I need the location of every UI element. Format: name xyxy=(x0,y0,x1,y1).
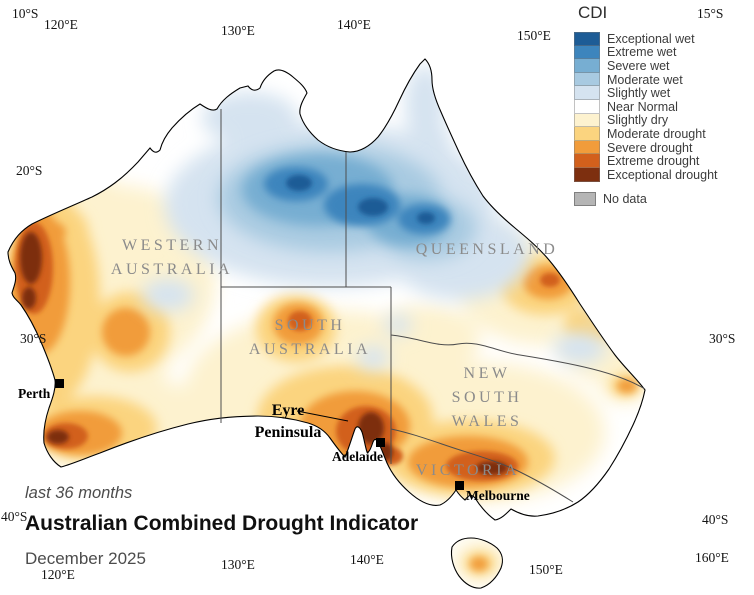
graticule-label-130e-bottom: 130°E xyxy=(221,557,255,572)
legend-item-exceptional-wet: Exceptional wet xyxy=(574,32,718,46)
legend-item-severe-drought: Severe drought xyxy=(574,141,718,155)
graticule-label-160e-right: 160°E xyxy=(695,550,729,565)
legend-item-slightly-dry: Slightly dry xyxy=(574,113,718,128)
figure-title: Australian Combined Drought Indicator xyxy=(25,512,419,535)
slightly-dry-swatch xyxy=(574,113,600,128)
graticule-label-10s-left: 10°S xyxy=(12,6,39,21)
perth-marker xyxy=(55,379,64,388)
extreme-wet-swatch xyxy=(574,45,600,60)
adelaide-marker xyxy=(376,438,385,447)
extreme-drought-swatch xyxy=(574,154,600,168)
legend-item-extreme-wet: Extreme wet xyxy=(574,45,718,60)
legend-item-slightly-wet: Slightly wet xyxy=(574,86,718,100)
eyre-peninsula-annotation: Eyre Peninsula xyxy=(254,402,322,442)
legend-item-exceptional-drought: Exceptional drought xyxy=(574,168,718,182)
legend-title: CDI xyxy=(578,3,608,22)
exceptional-wet-swatch xyxy=(574,32,600,46)
no-data-swatch xyxy=(574,191,596,206)
figure-date: December 2025 xyxy=(25,549,146,568)
graticule-label-15s-right: 15°S xyxy=(697,6,724,21)
graticule-label-20s-left: 20°S xyxy=(16,163,43,178)
graticule-label-120e-bottom: 120°E xyxy=(41,567,75,582)
graticule-label-140e-bottom: 140°E xyxy=(350,552,384,567)
exceptional-wet-regions xyxy=(286,175,435,224)
melbourne-marker xyxy=(455,481,464,490)
graticule-label-40s-right: 40°S xyxy=(702,512,729,527)
city-label-adelaide: Adelaide xyxy=(332,449,384,464)
legend-item-near-normal: Near Normal xyxy=(574,100,718,114)
moderate-wet-swatch xyxy=(574,72,600,87)
graticule-label-130e-top: 130°E xyxy=(221,23,255,38)
graticule-label-30s-right: 30°S xyxy=(709,331,736,346)
graticule-label-140e-top: 140°E xyxy=(337,17,371,32)
figure-period-subtitle: last 36 months xyxy=(25,484,133,502)
graticule-label-120e-top: 120°E xyxy=(44,17,78,32)
exceptional-drought-swatch xyxy=(574,167,600,182)
graticule-label-30s-left: 30°S xyxy=(20,331,47,346)
legend: CDI Exceptional wet Extreme wet Severe w… xyxy=(574,3,718,206)
graticule-label-40s-left: 40°S xyxy=(1,509,28,524)
state-label-south-australia: SOUTH AUSTRALIA xyxy=(248,317,372,358)
slightly-wet-swatch xyxy=(574,86,600,100)
state-label-queensland: QUEENSLAND xyxy=(415,241,559,258)
legend-item-extreme-drought: Extreme drought xyxy=(574,154,718,168)
legend-item-no-data: No data xyxy=(574,191,718,206)
legend-item-severe-wet: Severe wet xyxy=(574,59,718,73)
severe-drought-swatch xyxy=(574,140,600,155)
legend-item-moderate-drought: Moderate drought xyxy=(574,127,718,141)
state-label-western-australia: WESTERN AUSTRALIA xyxy=(110,237,234,278)
graticule-label-150e-top: 150°E xyxy=(517,28,551,43)
legend-item-moderate-wet: Moderate wet xyxy=(574,73,718,87)
state-label-new-south-wales: NEW SOUTH WALES xyxy=(451,365,523,430)
city-label-melbourne: Melbourne xyxy=(466,488,530,503)
state-borders xyxy=(220,109,646,503)
exceptional-drought-regions xyxy=(20,232,508,475)
state-label-victoria: VICTORIA xyxy=(415,462,521,479)
graticule-label-150e-bottom: 150°E xyxy=(529,562,563,577)
city-label-perth: Perth xyxy=(18,386,51,401)
moderate-drought-swatch xyxy=(574,127,600,141)
near-normal-swatch xyxy=(574,99,600,114)
eyre-pointer-line xyxy=(296,410,349,422)
severe-wet-swatch xyxy=(574,59,600,73)
